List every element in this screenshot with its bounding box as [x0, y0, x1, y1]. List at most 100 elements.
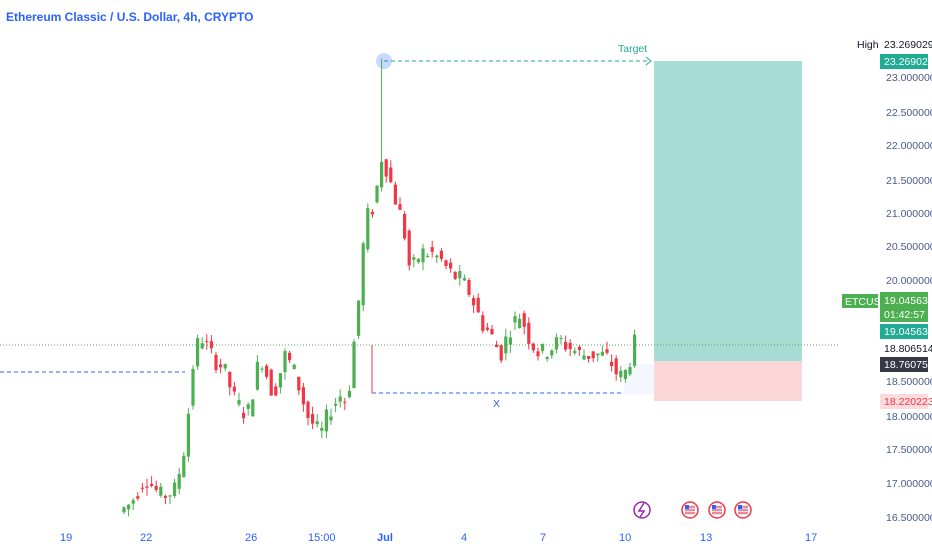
candle-body [214, 354, 218, 371]
candle-body [324, 409, 328, 432]
price-axis[interactable] [840, 0, 932, 550]
x-tick-17: 17 [805, 532, 817, 544]
candle-body [554, 337, 558, 350]
target-price: 23.269029 [884, 56, 932, 68]
candle-body [398, 204, 402, 210]
candle-body [458, 271, 462, 279]
candle-body [610, 361, 614, 366]
us-flag-event-icon-1[interactable] [681, 501, 699, 519]
candle-body [136, 496, 140, 499]
candle-body [559, 337, 563, 339]
high-tag-box [854, 37, 880, 51]
target-zone[interactable] [654, 61, 802, 361]
candle-body [320, 427, 324, 431]
last-price: 19.045638 [884, 295, 932, 307]
level-1: 18.806514 [884, 343, 932, 355]
y-tick-18-5: 18.500000 [886, 376, 932, 388]
candle-body [288, 352, 292, 361]
candle-body [168, 495, 172, 497]
entry-price: 19.045638 [884, 326, 932, 338]
x-tick-13: 13 [700, 532, 712, 544]
candle-body [462, 278, 466, 281]
last-price-box [880, 292, 928, 322]
level-2: 18.760756 [884, 359, 932, 371]
candle-body [412, 257, 416, 260]
candle-body [416, 258, 420, 263]
x-tick-26: 26 [245, 532, 257, 544]
candle-body [150, 483, 154, 486]
candle-body [131, 500, 135, 504]
candle-body [306, 401, 310, 418]
candle-body [536, 351, 540, 357]
candle-body [246, 404, 250, 409]
x-ticks: 19 22 26 15:00 Jul 4 7 10 13 17 [60, 532, 817, 544]
candle-body [173, 482, 177, 497]
candle-body [311, 414, 315, 424]
candle-body [582, 355, 586, 360]
candle-body [163, 495, 167, 498]
symbol-tag: ETCUSD [845, 296, 889, 308]
candle-body [545, 357, 549, 359]
candle-body [347, 390, 351, 398]
lightning-event-icon[interactable] [633, 501, 651, 519]
candle-body [315, 421, 319, 425]
candle-body [140, 487, 144, 489]
candle-body [370, 211, 374, 215]
target-arrow-icon [645, 56, 652, 66]
candle-body [255, 361, 259, 390]
level-2-box [880, 357, 928, 372]
candle-body [550, 350, 554, 356]
candle-body [393, 184, 397, 205]
y-tick-16-5: 16.500000 [886, 512, 932, 524]
candle-body [232, 386, 236, 392]
candle-body [127, 504, 131, 510]
high-marker[interactable] [376, 53, 392, 69]
candle-body [145, 486, 149, 488]
us-flag-event-icon-3[interactable] [734, 501, 752, 519]
y-tick-20: 20.000000 [886, 275, 932, 287]
y-tick-18: 18.000000 [886, 411, 932, 423]
candle-body [154, 485, 158, 490]
candle-body [495, 344, 499, 348]
candle-body [527, 322, 531, 344]
stop-zone[interactable] [654, 361, 802, 401]
high-value-box [880, 37, 928, 51]
candle-body [352, 341, 356, 389]
candle-body [619, 370, 623, 378]
candle-body [375, 185, 379, 203]
candle-body [219, 364, 223, 368]
candle-body [439, 250, 443, 259]
candle-body [260, 368, 264, 370]
target-price-box [880, 54, 928, 69]
candle-body [426, 255, 430, 257]
candle-body [568, 342, 572, 350]
candle-body [485, 327, 489, 330]
candle-body [435, 255, 439, 258]
candle-body [508, 337, 512, 345]
y-tick-22: 22.000000 [886, 140, 932, 152]
candle-body [278, 373, 282, 388]
candle-body [628, 367, 632, 375]
us-flag-event-icon-2[interactable] [708, 501, 726, 519]
symbol-tag-box [842, 294, 878, 308]
candle-body [614, 358, 618, 375]
candle-body [518, 318, 522, 329]
candle-body [297, 376, 301, 391]
candle-body [251, 399, 255, 417]
candle-body [242, 412, 246, 419]
candle-body [329, 416, 333, 421]
y-ticks: 23.000000 22.500000 22.000000 21.500000 … [886, 72, 932, 524]
candle-body [223, 363, 227, 369]
x-tick-1500: 15:00 [308, 532, 336, 544]
candle-body [182, 455, 186, 478]
level-1-box [880, 341, 928, 356]
candle-body [301, 387, 305, 405]
candle-body [191, 368, 195, 406]
candle-body [380, 161, 384, 188]
candle-body [573, 350, 577, 354]
high-value: 23.269029 [884, 39, 932, 51]
candle-body [541, 344, 545, 351]
time-axis[interactable] [0, 520, 840, 550]
candle-body [269, 369, 273, 396]
